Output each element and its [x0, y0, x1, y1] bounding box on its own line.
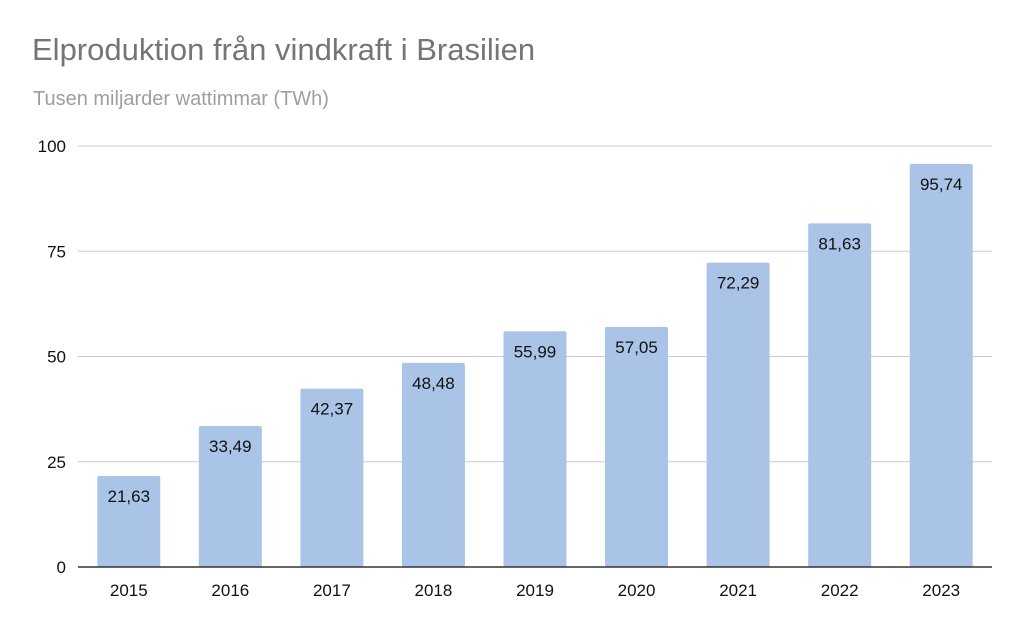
bar-2022	[808, 223, 872, 567]
bar-2015	[97, 475, 161, 567]
bar-2021	[706, 262, 770, 567]
bar-2020	[605, 326, 669, 567]
data-labels: 21,63 33,49 42,37 48,48 55,99 57,05 72,29 81,63…	[108, 175, 963, 506]
y-tick-label: 75	[47, 242, 66, 261]
y-tick-label: 0	[57, 558, 66, 577]
x-axis-tick-labels: 2015 2016 2017 2018 2019 2020 2021 2022 2023	[110, 581, 960, 600]
data-label-2016: 33,49	[209, 437, 252, 456]
data-label-2019: 55,99	[514, 342, 557, 361]
y-tick-label: 50	[47, 348, 66, 367]
chart-subtitle: Tusen miljarder wattimmar (TWh)	[33, 88, 329, 110]
chart-title: Elproduktion från vindkraft i Brasilien	[32, 32, 536, 67]
data-label-2023: 95,74	[920, 175, 963, 194]
bar-2018	[401, 362, 465, 567]
data-label-2020: 57,05	[615, 338, 658, 357]
data-label-2018: 48,48	[412, 374, 455, 393]
x-tick-label-2023: 2023	[922, 581, 960, 600]
bar-2016	[198, 426, 262, 567]
y-axis-tick-labels: 0 25 50 75 100	[38, 137, 66, 577]
y-tick-label: 25	[47, 453, 66, 472]
data-label-2017: 42,37	[311, 400, 354, 419]
y-tick-label: 100	[38, 137, 66, 156]
x-tick-label-2021: 2021	[719, 581, 757, 600]
x-tick-label-2019: 2019	[516, 581, 554, 600]
data-label-2021: 72,29	[717, 274, 760, 293]
bar-2017	[300, 388, 364, 567]
bar-2023	[909, 163, 973, 567]
data-label-2022: 81,63	[818, 234, 861, 253]
x-tick-label-2020: 2020	[618, 581, 656, 600]
x-tick-label-2018: 2018	[415, 581, 453, 600]
x-tick-label-2022: 2022	[821, 581, 859, 600]
x-tick-label-2016: 2016	[211, 581, 249, 600]
bar-2019	[503, 331, 567, 567]
x-tick-label-2017: 2017	[313, 581, 351, 600]
data-label-2015: 21,63	[108, 487, 151, 506]
x-tick-label-2015: 2015	[110, 581, 148, 600]
bars	[97, 163, 973, 567]
